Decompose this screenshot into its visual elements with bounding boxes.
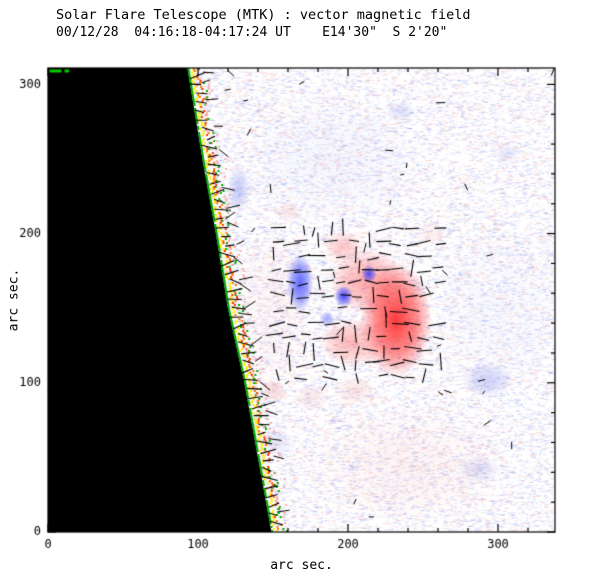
chart-title: Solar Flare Telescope (MTK) : vector mag… xyxy=(56,7,471,23)
chart-subtitle: 00/12/28 04:16:18-04:17:24 UT E14'30" S … xyxy=(56,25,448,40)
y-axis-label: arc sec. xyxy=(6,268,22,332)
x-axis-label: arc sec. xyxy=(270,558,333,573)
